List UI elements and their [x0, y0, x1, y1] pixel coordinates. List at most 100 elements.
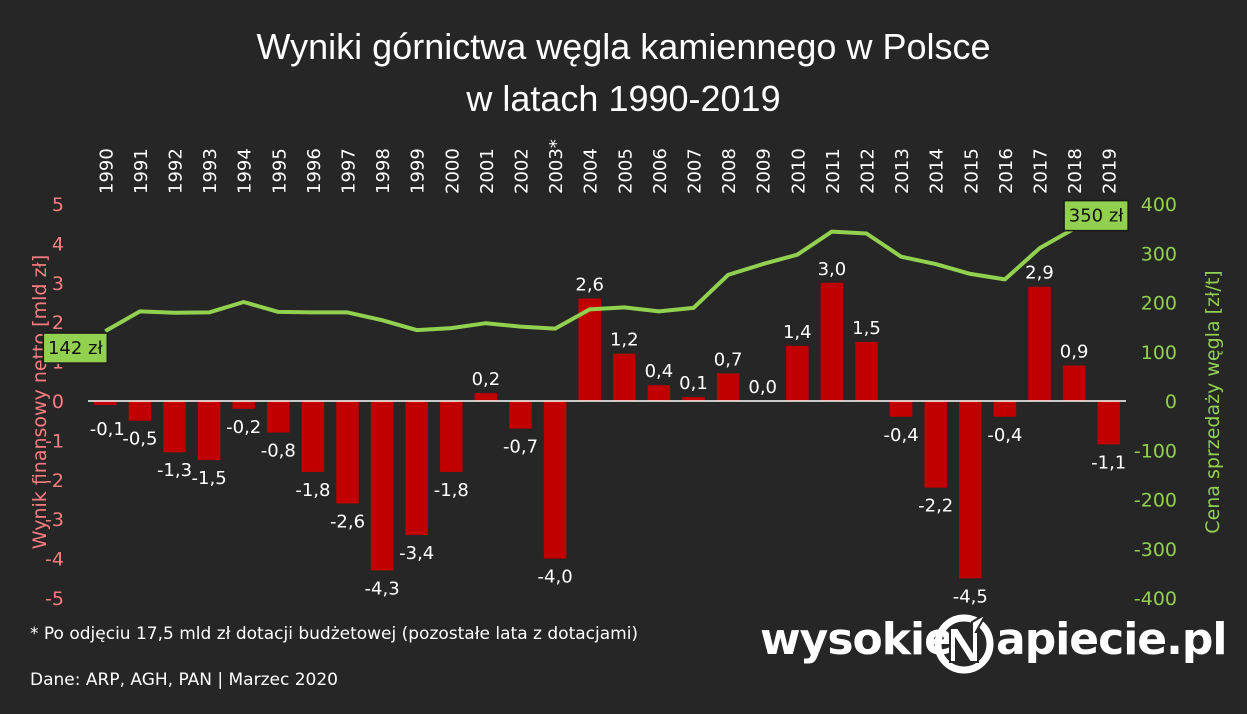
price-callout-start-box — [42, 332, 109, 364]
year-tick-label: 1990 — [96, 148, 117, 194]
bar — [1097, 401, 1120, 445]
left-axis-tick-label: -4 — [45, 549, 64, 571]
bar-data-label: -0,1 — [90, 419, 125, 440]
year-tick-label: 2014 — [927, 148, 948, 194]
price-callout-start-text: 142 zł — [48, 338, 104, 359]
left-axis-tick-label: 4 — [52, 233, 64, 255]
price-line — [104, 226, 1076, 333]
year-tick-label: 2005 — [615, 148, 636, 194]
bar-data-label: -1,8 — [434, 480, 469, 501]
left-axis-tick-label: -1 — [45, 430, 64, 452]
bar — [405, 401, 428, 535]
bar-data-label: 0,1 — [679, 373, 708, 394]
bar — [786, 345, 809, 401]
year-tick-label: 2001 — [477, 148, 498, 194]
bar — [197, 401, 221, 461]
right-axis-tick-label: 100 — [1141, 342, 1177, 364]
chart-title-line-1: Wyniki górnictwa węgla kamiennego w Pols… — [256, 26, 991, 67]
bar — [613, 353, 636, 401]
bar-data-label: 1,4 — [783, 322, 812, 343]
year-tick-label: 2002 — [512, 148, 533, 194]
year-tick-label: 1998 — [373, 148, 394, 194]
lightning-n-icon — [934, 612, 994, 674]
bar — [578, 298, 601, 401]
year-tick-label: 1991 — [131, 148, 152, 194]
bar — [163, 401, 186, 453]
bar — [716, 373, 740, 401]
left-axis-tick-label: -2 — [45, 470, 64, 492]
left-axis-tick-label: -5 — [45, 588, 64, 610]
year-tick-label: 1996 — [304, 148, 325, 194]
bar-data-label: -1,8 — [295, 480, 330, 501]
right-axis-tick-label: 400 — [1141, 194, 1177, 216]
bar — [924, 401, 947, 488]
year-tick-label: 1994 — [235, 148, 256, 194]
bar-data-label: -4,5 — [953, 586, 988, 607]
right-axis-tick-label: 200 — [1141, 293, 1177, 315]
price-callout-end-box — [1063, 199, 1129, 232]
year-tick-label: 2017 — [1031, 148, 1052, 194]
bar-data-label: 0,7 — [714, 349, 743, 370]
bar — [682, 397, 705, 401]
bar-data-label: -0,2 — [226, 417, 261, 438]
bar — [959, 401, 982, 579]
year-tick-label: 2013 — [892, 148, 913, 194]
year-tick-label: 1999 — [408, 148, 429, 194]
bar-data-label: 2,9 — [1025, 263, 1054, 284]
left-axis-tick-label: 3 — [52, 273, 64, 295]
year-tick-label: 2019 — [1100, 148, 1121, 194]
bar — [336, 401, 359, 504]
year-tick-label: 1997 — [339, 148, 360, 194]
bar-data-label: 0,0 — [748, 377, 777, 398]
brand-text-part1: wysokie — [760, 614, 954, 665]
bar-data-label: 2,6 — [575, 275, 604, 296]
right-axis-tick-label: 300 — [1141, 243, 1177, 265]
bar-data-label: 1,5 — [852, 318, 881, 339]
right-axis-tick-label: 0 — [1165, 391, 1177, 413]
year-tick-label: 2009 — [754, 148, 775, 194]
bar — [993, 401, 1017, 417]
bar-data-label: -0,4 — [884, 425, 919, 446]
year-tick-label: 1995 — [269, 148, 290, 194]
bar-data-label: -1,5 — [192, 468, 227, 489]
year-tick-label: 2003* — [546, 139, 567, 194]
brand-logo: wysokie apiecie.pl — [760, 612, 1227, 674]
bar-data-label: -1,3 — [157, 460, 192, 481]
bar — [509, 401, 532, 429]
bar — [855, 341, 878, 401]
bar-data-label: -1,1 — [1091, 452, 1126, 473]
price-callout-end-text: 350 zł — [1069, 206, 1125, 227]
year-tick-label: 2000 — [442, 148, 463, 194]
right-axis-tick-label: -400 — [1134, 588, 1177, 610]
footnote: * Po odjęciu 17,5 mld zł dotacji budżeto… — [30, 624, 639, 644]
bar — [889, 401, 913, 417]
year-tick-label: 2010 — [788, 148, 809, 194]
year-tick-label: 1993 — [200, 148, 221, 194]
bar-data-label: -3,4 — [399, 543, 434, 564]
bar-data-label: 0,9 — [1060, 342, 1089, 363]
year-tick-label: 2018 — [1065, 148, 1086, 194]
bar — [543, 401, 567, 559]
year-tick-label: 2006 — [650, 148, 671, 194]
bar-data-label: 3,0 — [818, 259, 847, 280]
left-axis-tick-label: 2 — [52, 312, 64, 334]
bar-data-label: 1,2 — [610, 330, 639, 351]
year-tick-label: 1992 — [166, 148, 187, 194]
bar — [1028, 286, 1051, 401]
bar — [647, 385, 671, 401]
year-tick-label: 2008 — [719, 148, 740, 194]
year-tick-label: 2011 — [823, 148, 844, 194]
bar-data-label: -4,0 — [538, 567, 573, 588]
year-tick-label: 2004 — [581, 148, 602, 194]
bar — [440, 401, 463, 472]
left-axis-tick-label: 0 — [52, 391, 64, 413]
year-tick-label: 2015 — [961, 148, 982, 194]
right-axis-tick-label: -300 — [1134, 539, 1177, 561]
year-tick-label: 2016 — [996, 148, 1017, 194]
bar-data-label: -0,4 — [987, 425, 1022, 446]
bar — [474, 393, 498, 401]
bar — [370, 401, 394, 571]
left-axis-title: Wynik finansowy netto [mld zł] — [29, 255, 51, 549]
bar — [1062, 365, 1086, 401]
bar — [128, 401, 152, 421]
